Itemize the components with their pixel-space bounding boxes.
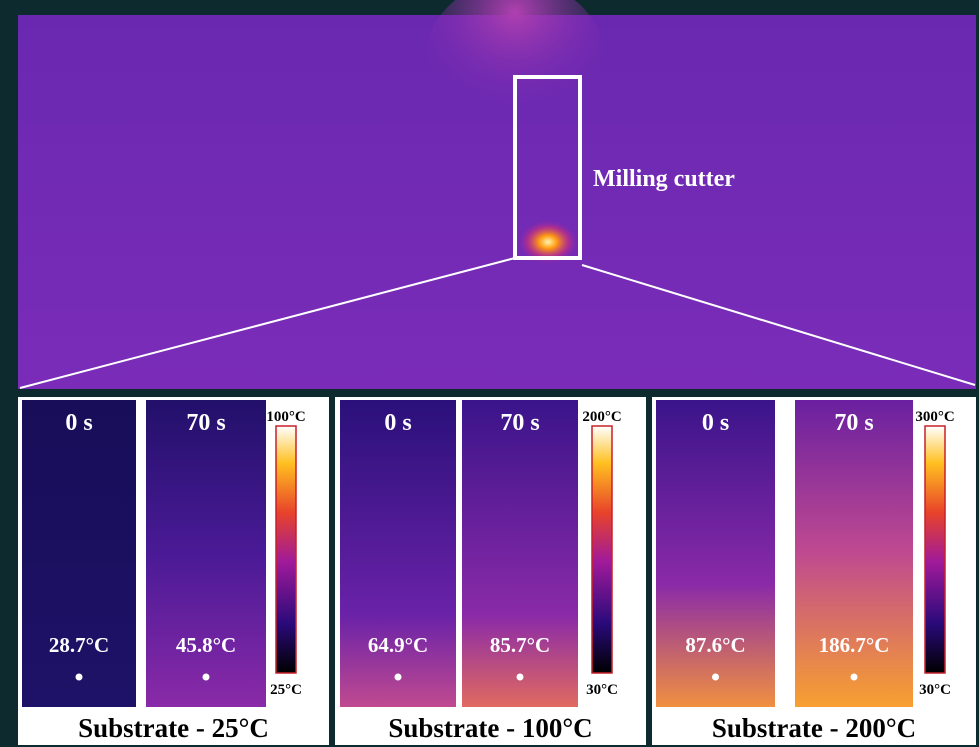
temperature-reading: 64.9°C xyxy=(368,633,428,657)
thermal-frame xyxy=(462,400,578,707)
colorbar-max: 300°C xyxy=(915,409,954,425)
colorbar xyxy=(276,426,296,673)
measure-point xyxy=(203,674,210,681)
measure-point xyxy=(76,674,83,681)
measure-point xyxy=(712,674,719,681)
colorbar-min: 25°C xyxy=(270,682,302,698)
time-label: 70 s xyxy=(186,410,225,436)
measure-point xyxy=(517,674,524,681)
temperature-reading: 28.7°C xyxy=(49,633,109,657)
panel-title: Substrate - 200°C xyxy=(712,713,916,743)
annotation: Milling cutter xyxy=(593,166,735,192)
thermal-frame xyxy=(795,400,913,707)
time-label: 0 s xyxy=(702,410,729,436)
time-label: 70 s xyxy=(500,410,539,436)
colorbar-min: 30°C xyxy=(919,682,951,698)
time-label: 0 s xyxy=(65,410,92,436)
colorbar-max: 200°C xyxy=(582,409,621,425)
temperature-reading: 45.8°C xyxy=(176,633,236,657)
temperature-reading: 186.7°C xyxy=(819,633,890,657)
thermal-frame xyxy=(22,400,136,707)
panel-title: Substrate - 100°C xyxy=(388,713,592,743)
colorbar-max: 100°C xyxy=(266,409,305,425)
thermal-frame xyxy=(656,400,775,707)
time-label: 70 s xyxy=(834,410,873,436)
time-label: 0 s xyxy=(384,410,411,436)
measure-point xyxy=(395,674,402,681)
colorbar xyxy=(925,426,945,673)
temperature-reading: 87.6°C xyxy=(685,633,745,657)
colorbar-min: 30°C xyxy=(586,682,618,698)
measure-point xyxy=(851,674,858,681)
panel-title: Substrate - 25°C xyxy=(78,713,269,743)
colorbar xyxy=(592,426,612,673)
thermal-frame xyxy=(340,400,456,707)
thermal-frame xyxy=(146,400,266,707)
figure: Milling cutter 0 s 28.7°C 70 s 45.8°C 100°C 2… xyxy=(0,0,979,747)
temperature-reading: 85.7°C xyxy=(490,633,550,657)
